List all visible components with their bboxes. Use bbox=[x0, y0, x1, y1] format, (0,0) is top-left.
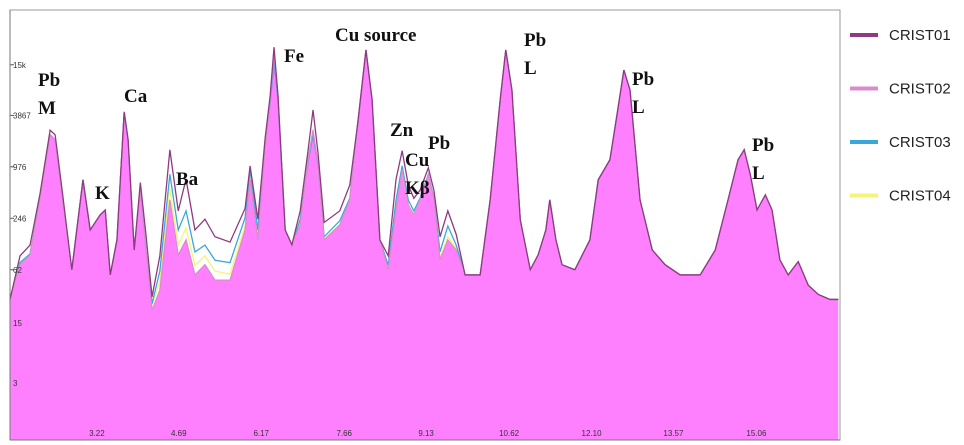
annotation: Kβ bbox=[405, 178, 430, 199]
y-tick-label: 246 bbox=[13, 214, 27, 223]
legend-label: CRIST03 bbox=[889, 134, 951, 151]
annotation: Pb bbox=[524, 30, 546, 51]
annotation: Pb bbox=[632, 69, 654, 90]
y-tick-label: 62 bbox=[13, 266, 22, 275]
x-tick-label: 10.62 bbox=[499, 429, 520, 438]
spectrum-line bbox=[9, 47, 839, 301]
annotation: Pb bbox=[428, 133, 450, 154]
x-tick-label: 3.22 bbox=[89, 429, 105, 438]
y-tick-label: 15 bbox=[13, 319, 22, 328]
y-tick-label: 3 bbox=[13, 379, 18, 388]
annotation: Cu source bbox=[335, 25, 416, 46]
x-tick-label: 15.06 bbox=[746, 429, 767, 438]
annotation: Ba bbox=[176, 169, 199, 190]
annotation: Pb bbox=[38, 70, 60, 91]
x-tick-label: 13.57 bbox=[663, 429, 684, 438]
annotation: L bbox=[752, 163, 765, 184]
annotation: Cu bbox=[405, 150, 430, 171]
annotation: Pb bbox=[752, 135, 774, 156]
annotation: L bbox=[524, 58, 537, 79]
legend-label: CRIST04 bbox=[889, 188, 951, 205]
annotation: K bbox=[95, 183, 110, 204]
annotation: Ca bbox=[124, 86, 148, 107]
annotation: M bbox=[38, 98, 56, 119]
x-tick-label: 6.17 bbox=[253, 429, 269, 438]
annotation: Fe bbox=[284, 46, 304, 67]
area bbox=[10, 49, 839, 441]
annotation: Zn bbox=[390, 120, 414, 141]
x-tick-label: 7.66 bbox=[336, 429, 352, 438]
x-tick-label: 4.69 bbox=[171, 429, 187, 438]
x-tick-label: 12.10 bbox=[582, 429, 603, 438]
y-tick-label: 15k bbox=[13, 61, 27, 70]
annotation: L bbox=[632, 97, 645, 118]
y-tick-label: 976 bbox=[13, 163, 27, 172]
legend-label: CRIST01 bbox=[889, 27, 951, 44]
x-tick-label: 9.13 bbox=[418, 429, 434, 438]
legend-label: CRIST02 bbox=[889, 81, 951, 98]
y-tick-label: 3867 bbox=[13, 111, 31, 120]
